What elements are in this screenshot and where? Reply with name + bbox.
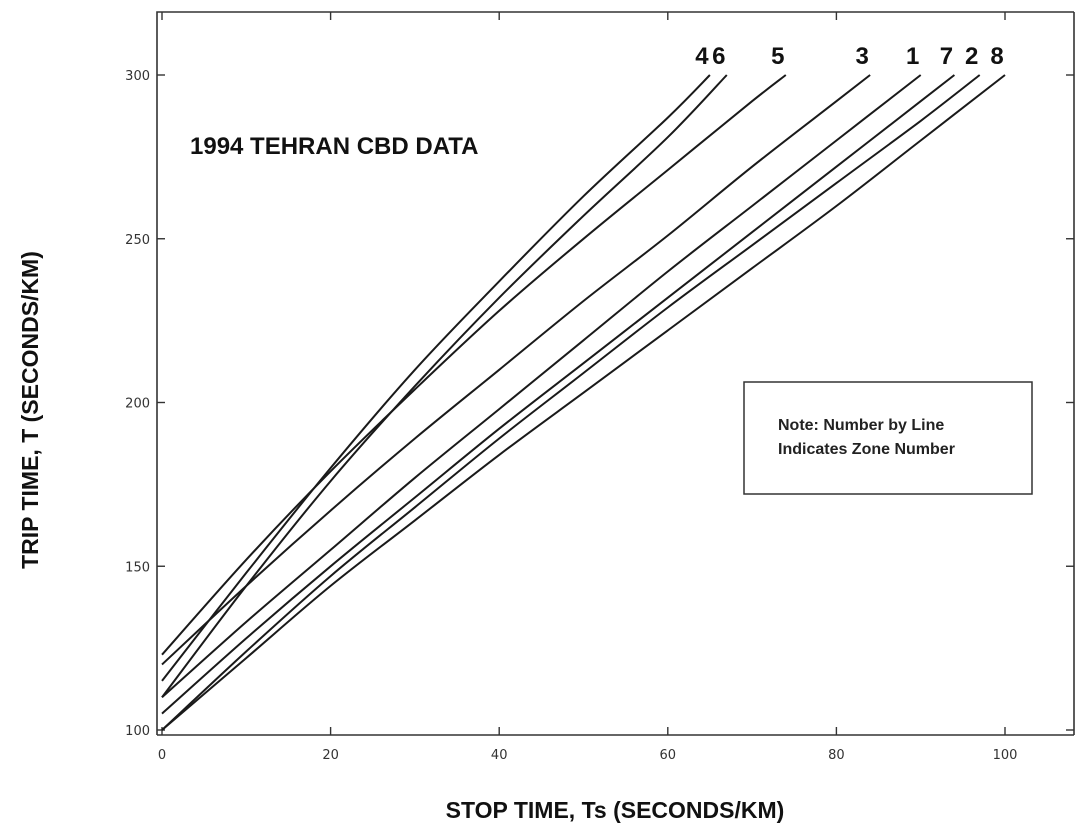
y-tick-label: 100 (125, 724, 150, 739)
series-line-zone-3 (161, 74, 871, 666)
x-tick-label: 80 (828, 748, 845, 763)
axis-ticks: 100 150 200 250 300 0 20 40 60 80 100 (125, 12, 1074, 763)
x-tick-label: 100 (993, 748, 1018, 763)
note-line-2: Indicates Zone Number (778, 441, 955, 458)
series-lines (161, 74, 1006, 731)
series-label-zone-2: 2 (965, 43, 978, 70)
note-box: Note: Number by Line Indicates Zone Numb… (743, 381, 1033, 495)
series-line-zone-4 (161, 74, 711, 682)
series-label-zone-6: 6 (712, 43, 725, 70)
y-tick-label: 150 (125, 560, 150, 575)
y-tick-label: 200 (125, 397, 150, 412)
note-line-1: Note: Number by Line (778, 417, 944, 434)
series-line-zone-1 (161, 74, 922, 699)
x-tick-label: 20 (322, 748, 339, 763)
plot-border (156, 11, 1074, 735)
y-axis-title: TRIP TIME, T (SECONDS/KM) (17, 251, 43, 569)
series-line-zone-2 (161, 74, 981, 731)
chart-title: 1994 TEHRAN CBD DATA (190, 133, 478, 160)
series-label-zone-3: 3 (855, 43, 868, 70)
x-tick-label: 40 (491, 748, 508, 763)
y-tick-label: 250 (125, 233, 150, 248)
series-line-zone-7 (161, 74, 956, 715)
x-tick-label: 60 (660, 748, 677, 763)
series-line-zone-5 (161, 74, 787, 656)
series-label-zone-4: 4 (695, 43, 709, 70)
series-line-zone-8 (161, 74, 1006, 731)
series-label-zone-5: 5 (771, 43, 784, 70)
series-label-zone-8: 8 (990, 43, 1003, 70)
series-label-zone-7: 7 (940, 43, 953, 70)
plot-frame (156, 11, 1075, 736)
y-tick-label: 300 (125, 69, 150, 84)
x-tick-label: 0 (158, 748, 166, 763)
series-label-zone-1: 1 (906, 43, 919, 70)
x-axis-title: STOP TIME, Ts (SECONDS/KM) (446, 797, 785, 823)
series-line-zone-6 (161, 74, 728, 698)
